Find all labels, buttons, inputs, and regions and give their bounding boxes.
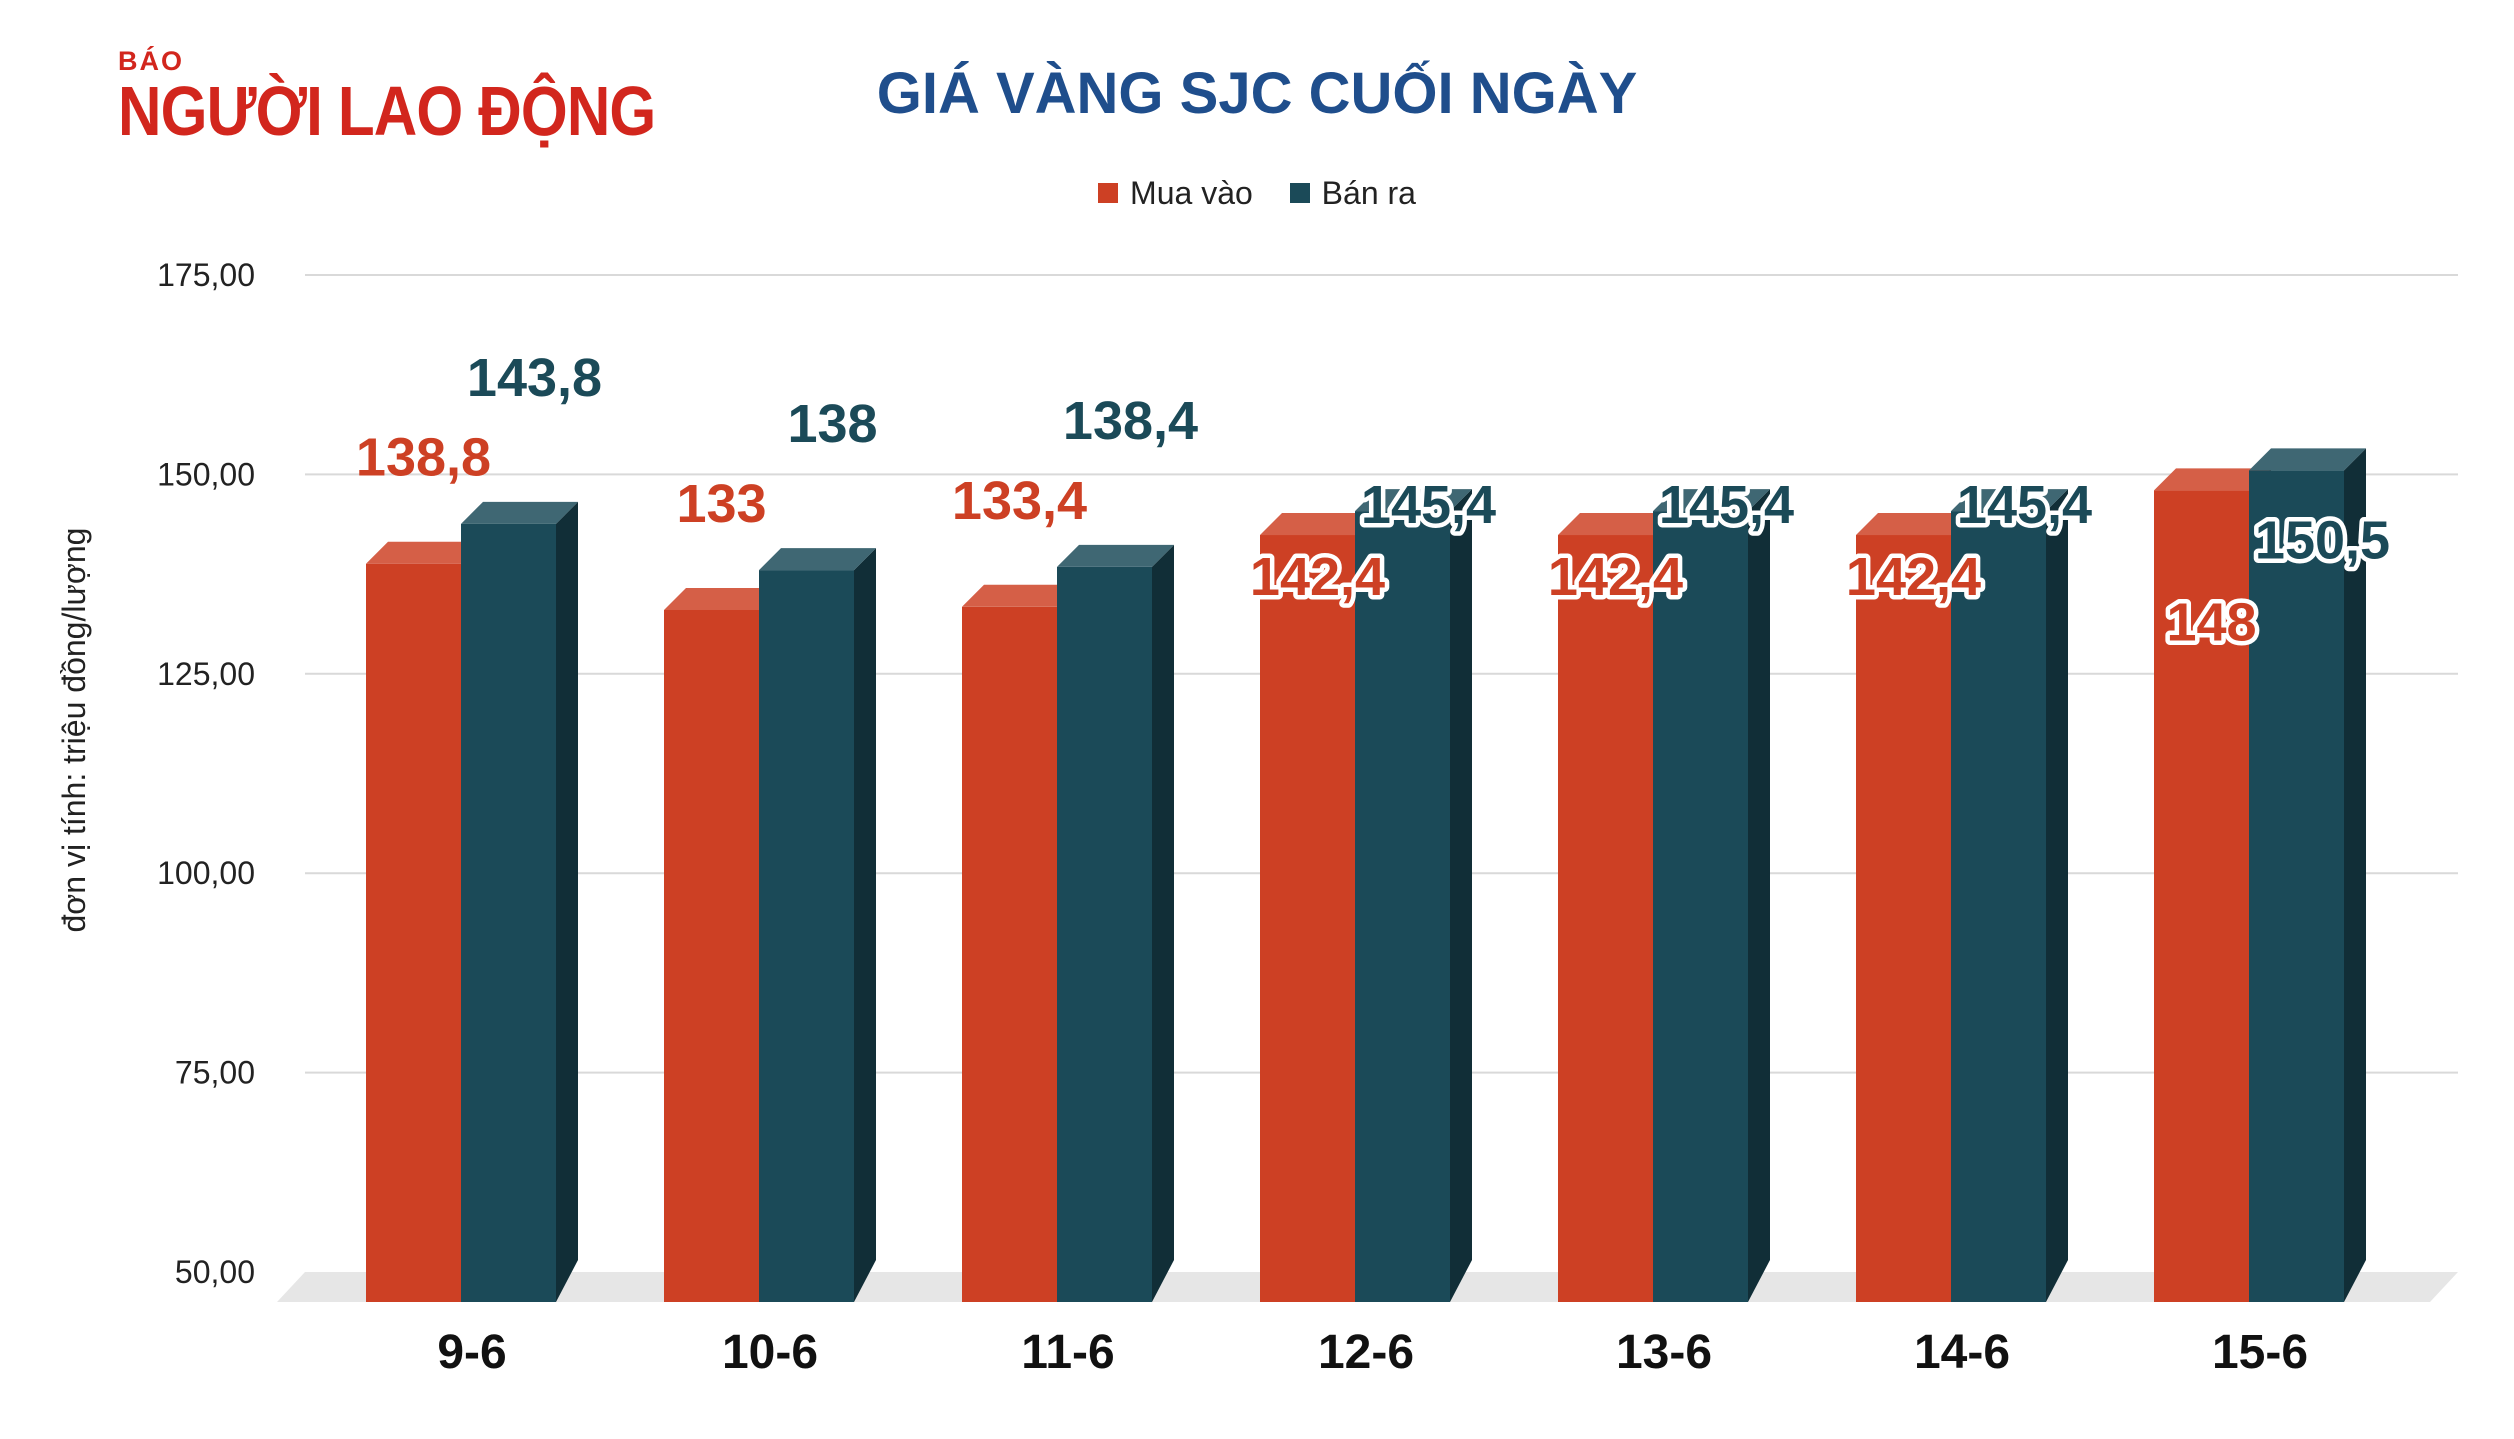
x-tick-label: 15-6 (2212, 1326, 2308, 1379)
y-tick-label: 175,00 (157, 257, 255, 293)
bar-sell-top (1355, 489, 1472, 512)
y-tick-label: 150,00 (157, 456, 255, 492)
y-tick-label: 125,00 (157, 656, 255, 692)
legend-label-sell: Bán ra (1321, 174, 1416, 211)
bar-buy (366, 563, 461, 1302)
bar-buy (962, 606, 1057, 1302)
bar-buy-top (1856, 513, 1973, 536)
x-tick-label: 11-6 (1021, 1326, 1114, 1379)
bar-sell-side (556, 501, 578, 1302)
data-label-buy: 133 (676, 474, 766, 534)
data-label-buy: 142,4 (1548, 547, 1683, 607)
y-tick-label: 75,00 (175, 1055, 255, 1091)
bar-sell-top (1057, 544, 1174, 567)
data-label-buy: 133,4 (952, 471, 1087, 531)
bar-sell-top (1653, 489, 1770, 512)
data-label-sell: 150,5 (2255, 510, 2390, 570)
bar-buy-top (962, 584, 1079, 607)
bar-buy (1856, 535, 1951, 1302)
data-label-sell: 138,4 (1063, 391, 1198, 451)
logo-name: NGƯỜI LAO ĐỘNG (118, 72, 656, 150)
bar-buy-top (664, 587, 781, 610)
x-tick-label: 9-6 (437, 1326, 506, 1379)
legend-swatch-sell (1289, 183, 1310, 203)
bar-sell-side (854, 548, 876, 1302)
legend-label-buy: Mua vào (1130, 174, 1253, 211)
bar-sell-side (1152, 544, 1174, 1302)
x-tick-label: 14-6 (1914, 1326, 2010, 1379)
bar-sell (1355, 511, 1450, 1302)
bar-buy (2154, 490, 2249, 1302)
bar-sell-side (1450, 489, 1472, 1302)
logo-prefix: BÁO (118, 46, 184, 76)
y-tick-label: 50,00 (175, 1254, 255, 1290)
bar-sell-side (2344, 448, 2366, 1302)
bar-buy-top (366, 541, 483, 564)
bar-buy (664, 609, 759, 1302)
data-label-sell: 138 (787, 394, 877, 454)
bar-sell-top (461, 501, 578, 524)
bar-buy (1558, 535, 1653, 1302)
bar-sell (2249, 470, 2344, 1302)
chart-legend: Mua vào Bán ra (0, 174, 2514, 212)
data-label-sell: 145,4 (1361, 475, 1496, 535)
bar-sell-top (759, 548, 876, 571)
bar-sell-side (1748, 489, 1770, 1302)
bar-sell-top (1951, 489, 2068, 512)
chart-title: GIÁ VÀNG SJC CUỐI NGÀY (876, 61, 1638, 126)
data-label-buy: 142,4 (1846, 547, 1981, 607)
data-label-buy: 138,8 (356, 428, 491, 488)
data-label-sell: 145,4 (1659, 475, 1794, 535)
bar-buy (1260, 535, 1355, 1302)
x-tick-label: 10-6 (722, 1326, 818, 1379)
bar-sell (759, 570, 854, 1302)
data-label-sell: 145,4 (1957, 475, 2092, 535)
data-label-buy: 148 (2166, 592, 2256, 652)
data-label-sell: 143,8 (467, 348, 602, 408)
bar-sell (1653, 511, 1748, 1302)
bar-sell-side (2046, 489, 2068, 1302)
bar-sell (1057, 566, 1152, 1302)
x-tick-label: 12-6 (1318, 1326, 1414, 1379)
y-tick-label: 100,00 (157, 855, 255, 891)
bar-sell (461, 523, 556, 1302)
bar-buy-top (1558, 513, 1675, 536)
bar-sell (1951, 511, 2046, 1302)
legend-item-sell: Bán ra (1289, 174, 1416, 212)
bar-buy-top (2154, 468, 2271, 491)
newspaper-logo: BÁO NGƯỜI LAO ĐỘNG (118, 46, 743, 150)
bar-sell-top (2249, 448, 2366, 471)
data-label-buy: 142,4 (1250, 547, 1385, 607)
legend-item-buy: Mua vào (1098, 175, 1253, 212)
x-tick-label: 13-6 (1616, 1326, 1712, 1379)
bar-buy-top (1260, 513, 1377, 536)
legend-swatch-buy (1098, 183, 1119, 203)
